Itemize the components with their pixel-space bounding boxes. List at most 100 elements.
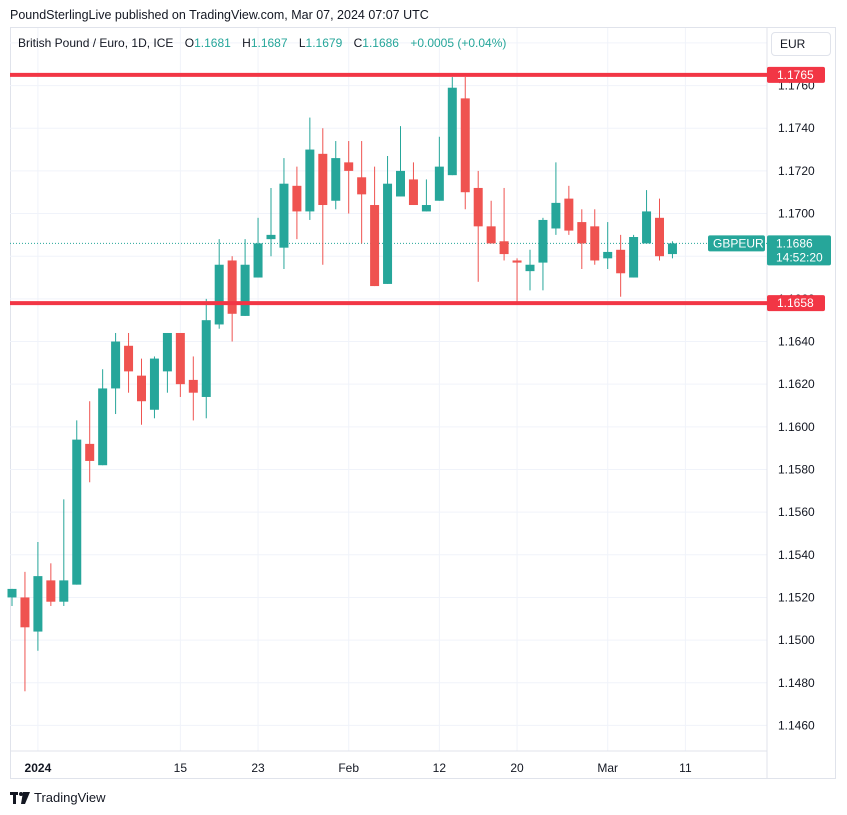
candle-down (512, 260, 522, 263)
ohlc-legend: British Pound / Euro, 1D, ICE O1.1681 H1… (18, 36, 506, 50)
y-tick-label: 1.1520 (778, 590, 815, 604)
candle-down (137, 375, 146, 402)
level-price-label: 1.1765 (777, 68, 814, 82)
candle-down (577, 222, 587, 244)
candle-down (408, 179, 418, 206)
candle-up (525, 264, 535, 272)
candle-up (642, 211, 652, 244)
candle-up (331, 158, 341, 201)
candle-up (434, 166, 444, 201)
candle-up (72, 439, 82, 585)
y-tick-label: 1.1460 (778, 718, 815, 732)
legend-high-label: H (242, 36, 251, 50)
y-tick-label: 1.1640 (778, 335, 815, 349)
candle-up (396, 170, 405, 197)
candle-down (616, 249, 626, 274)
legend-high-value: 1.1687 (250, 36, 288, 50)
x-tick-label: 2024 (25, 761, 52, 775)
candle-down (590, 226, 600, 261)
level-price-label: 1.1658 (777, 296, 814, 310)
candle-down (124, 345, 134, 372)
legend-close-label: C (353, 36, 363, 50)
candle-up (149, 358, 159, 410)
y-tick-label: 1.1580 (778, 462, 815, 476)
x-tick-label: Feb (338, 761, 359, 775)
y-tick-label: 1.1600 (778, 420, 815, 434)
y-tick-label: 1.1560 (778, 505, 815, 519)
candle-up (201, 320, 211, 397)
chart-frame (10, 27, 836, 779)
symbol-tag-label: GBPEUR (713, 236, 764, 250)
y-tick-label: 1.1740 (778, 121, 815, 135)
candle-down (227, 260, 237, 314)
candle-down (344, 162, 354, 171)
candle-down (460, 98, 470, 193)
x-tick-label: 23 (251, 761, 265, 775)
legend-open-value: 1.1681 (194, 36, 231, 50)
last-price-label: 1.1686 (776, 236, 813, 250)
candle-up (551, 202, 561, 229)
x-tick-label: 20 (510, 761, 524, 775)
candle-down (318, 153, 328, 206)
x-tick-label: 11 (679, 761, 692, 775)
candle-down (499, 241, 509, 255)
candle-down (20, 597, 30, 628)
candle-down (292, 185, 302, 212)
candle-down (357, 177, 367, 195)
candle-up (266, 234, 276, 240)
y-tick-label: 1.1720 (778, 164, 815, 178)
x-tick-label: 12 (433, 761, 447, 775)
candle-down (188, 379, 198, 393)
level-price-tag (767, 66, 825, 83)
last-price-tag (767, 235, 831, 266)
y-tick-label: 1.1480 (778, 676, 815, 690)
candle-up (253, 243, 263, 278)
x-tick-label: 15 (174, 761, 188, 775)
bar-countdown-label: 14:52:20 (776, 250, 823, 264)
legend-title: British Pound / Euro, 1D, ICE (18, 36, 174, 50)
candle-up (162, 332, 172, 372)
candle-up (629, 237, 639, 278)
candle-up (59, 580, 69, 602)
legend-low-value: 1.1679 (305, 36, 343, 50)
legend-low-label: L (298, 36, 306, 50)
level-price-tag (767, 295, 825, 312)
symbol-tag (708, 235, 765, 252)
publisher-line: PoundSterlingLive published on TradingVi… (10, 8, 429, 22)
legend-close-value: 1.1686 (362, 36, 399, 50)
y-tick-label: 1.1540 (778, 548, 815, 562)
candle-up (7, 588, 17, 598)
candle-down (655, 217, 664, 257)
candle-up (383, 183, 393, 284)
candle-up (240, 264, 250, 316)
candle-down (370, 205, 380, 287)
candle-up (538, 219, 548, 263)
x-tick-label: Mar (597, 761, 618, 775)
legend-open-label: O (184, 36, 195, 50)
candle-up (33, 576, 43, 632)
candle-down (175, 332, 185, 385)
candle-up (214, 264, 224, 325)
currency-selector[interactable]: EUR (771, 32, 831, 56)
legend-change: +0.0005 (+0.04%) (410, 36, 507, 50)
footer-brand-text: TradingView (34, 790, 106, 805)
candle-up (603, 251, 613, 259)
candle-down (486, 226, 496, 244)
candle-up (421, 205, 431, 212)
candle-up (279, 183, 289, 248)
footer-brand[interactable]: TradingView (10, 790, 106, 805)
candle-up (111, 341, 121, 389)
candle-down (564, 198, 574, 231)
candle-down (46, 580, 56, 602)
candle-up (98, 388, 108, 466)
candle-up (305, 149, 315, 212)
y-tick-label: 1.1500 (778, 633, 815, 647)
candle-down (85, 443, 95, 461)
tradingview-logo-icon (10, 791, 30, 804)
y-tick-label: 1.1620 (778, 377, 815, 391)
candle-up (667, 243, 677, 255)
candle-down (473, 187, 483, 227)
y-tick-label: 1.1700 (778, 207, 815, 221)
candle-up (447, 87, 457, 176)
